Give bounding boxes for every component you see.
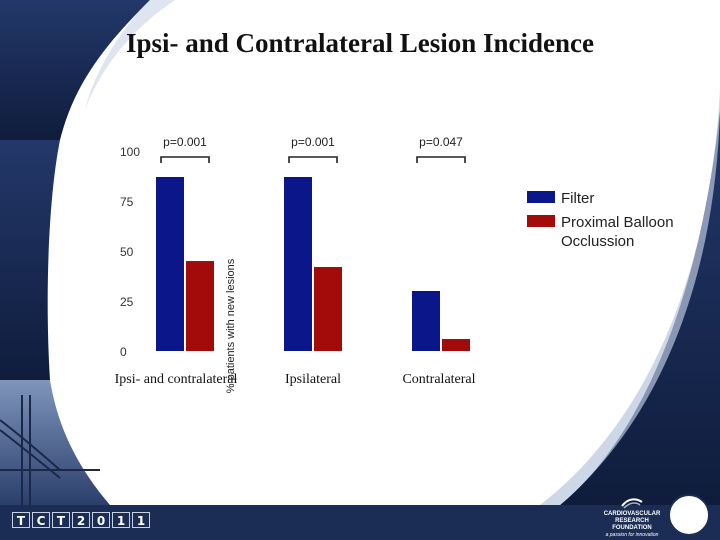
- legend-label-line: Occlussion: [561, 233, 634, 250]
- bar-balloon: [186, 261, 214, 351]
- foundation-name: CARDIOVASCULAR RESEARCH FOUNDATION: [603, 511, 661, 531]
- bar-balloon: [314, 267, 342, 351]
- y-tick-label: 25: [120, 295, 134, 309]
- slide-title: Ipsi- and Contralateral Lesion Incidence: [125, 28, 595, 58]
- y-axis-label: % patients with new lesions: [225, 258, 237, 393]
- p-value-bracket: [160, 156, 210, 163]
- x-category-label: Ipsi- and contralateral: [115, 372, 238, 387]
- x-category-label: Contralateral: [402, 372, 475, 387]
- legend-swatch: [527, 215, 555, 227]
- logo-letter: 0: [92, 512, 110, 528]
- p-value-brackets: p=0.001 p=0.001 p=0.047: [160, 135, 466, 163]
- logo-letter: 1: [112, 512, 130, 528]
- legend: Filter Proximal Balloon Occlussion: [527, 190, 674, 250]
- legend-label: Proximal Balloon Occlussion: [561, 214, 674, 250]
- tct-2011-logo: T C T 2 0 1 1: [12, 512, 150, 528]
- bar-filter: [284, 177, 312, 351]
- swirl-icon: [621, 498, 643, 509]
- logo-letter: 1: [132, 512, 150, 528]
- foundation-logo: CARDIOVASCULAR RESEARCH FOUNDATION a pas…: [600, 511, 664, 539]
- bar-filter: [412, 291, 440, 351]
- p-value-bracket: [416, 156, 466, 163]
- y-tick-label: 0: [120, 345, 127, 359]
- y-tick-label: 50: [120, 245, 134, 259]
- p-value-label: p=0.047: [419, 135, 463, 149]
- bars: [156, 177, 470, 351]
- y-tick-label: 75: [120, 195, 134, 209]
- logo-letter: C: [32, 512, 50, 528]
- y-tick-labels: 0 25 50 75 100: [120, 145, 140, 359]
- x-category-labels: Ipsi- and contralateral Ipsilateral Contra…: [115, 372, 476, 387]
- logo-letter: T: [12, 512, 30, 528]
- logo-letter: T: [52, 512, 70, 528]
- legend-label: Filter: [561, 190, 594, 207]
- x-category-label: Ipsilateral: [285, 372, 341, 387]
- foundation-tagline: a passion for innovation: [605, 532, 659, 538]
- bar-balloon: [442, 339, 470, 351]
- seal-icon: [668, 494, 710, 536]
- p-value-label: p=0.001: [163, 135, 207, 149]
- p-value-bracket: [288, 156, 338, 163]
- p-value-label: p=0.001: [291, 135, 335, 149]
- bar-filter: [156, 177, 184, 351]
- legend-label-line: Proximal Balloon: [561, 214, 674, 231]
- legend-swatch: [527, 191, 555, 203]
- logo-letter: 2: [72, 512, 90, 528]
- y-tick-label: 100: [120, 145, 140, 159]
